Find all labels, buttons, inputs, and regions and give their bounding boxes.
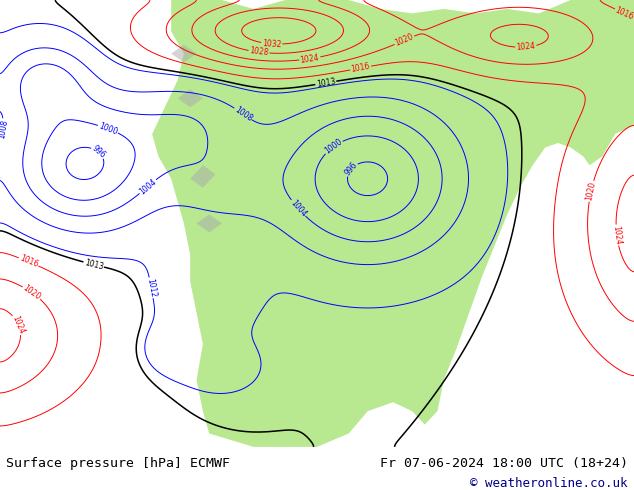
Text: 1000: 1000 — [323, 137, 344, 156]
Text: 1020: 1020 — [394, 32, 415, 48]
Text: 1020: 1020 — [585, 181, 597, 201]
Polygon shape — [190, 165, 216, 188]
Text: 1012: 1012 — [145, 278, 157, 298]
Text: 1016: 1016 — [614, 6, 634, 22]
Text: 996: 996 — [90, 144, 107, 160]
Text: 1013: 1013 — [83, 258, 104, 271]
Text: 1024: 1024 — [611, 225, 623, 245]
Text: 1013: 1013 — [316, 77, 336, 89]
Text: 1032: 1032 — [262, 39, 281, 49]
Text: 1020: 1020 — [22, 283, 42, 302]
Polygon shape — [178, 89, 203, 107]
Polygon shape — [197, 215, 222, 232]
Text: 996: 996 — [343, 161, 359, 178]
Text: 1024: 1024 — [300, 53, 320, 65]
Text: 1008: 1008 — [0, 119, 9, 139]
Text: Surface pressure [hPa] ECMWF: Surface pressure [hPa] ECMWF — [6, 457, 230, 470]
Text: 1024: 1024 — [516, 42, 536, 52]
Polygon shape — [152, 0, 634, 447]
Text: 1008: 1008 — [233, 105, 254, 123]
Text: 1004: 1004 — [138, 177, 158, 196]
Text: 1016: 1016 — [18, 254, 39, 270]
Text: 1004: 1004 — [288, 198, 308, 219]
Text: 1000: 1000 — [98, 121, 119, 136]
Text: 1028: 1028 — [249, 47, 269, 58]
Text: 1024: 1024 — [10, 314, 26, 336]
Polygon shape — [171, 45, 197, 63]
Text: Fr 07-06-2024 18:00 UTC (18+24): Fr 07-06-2024 18:00 UTC (18+24) — [380, 457, 628, 470]
Text: 1016: 1016 — [351, 62, 371, 74]
Text: © weatheronline.co.uk: © weatheronline.co.uk — [470, 477, 628, 490]
